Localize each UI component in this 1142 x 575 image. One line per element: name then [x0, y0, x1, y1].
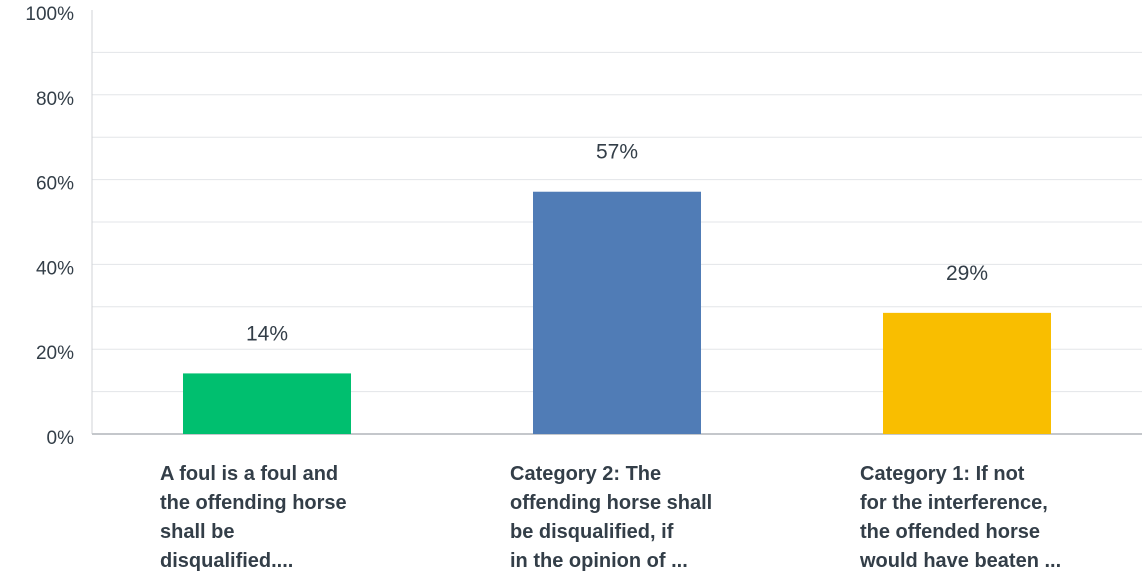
y-tick-label: 60%	[36, 174, 74, 195]
y-tick-label: 0%	[47, 428, 75, 449]
x-axis-labels: A foul is a foul and the offending horse s…	[160, 463, 1061, 572]
bar	[533, 192, 701, 434]
y-axis-ticks: 0% 20% 40% 60% 80% 100%	[25, 4, 74, 449]
x-tick-label: shall be	[160, 521, 234, 543]
x-tick-label: Category 1: If not	[860, 463, 1025, 485]
data-label: 57%	[596, 141, 638, 164]
x-tick-label: Category 2: The	[510, 463, 661, 485]
x-tick-label: be disqualified, if	[510, 521, 674, 543]
x-tick-label: for the interference,	[860, 492, 1048, 514]
bar	[183, 373, 351, 434]
y-tick-label: 20%	[36, 343, 74, 364]
x-tick-label: would have beaten ...	[859, 550, 1061, 572]
x-tick-label: the offended horse	[860, 521, 1040, 543]
x-tick-label: the offending horse	[160, 492, 347, 514]
x-tick-label: in the opinion of ...	[510, 550, 688, 572]
bars	[183, 192, 1051, 434]
data-label: 14%	[246, 322, 288, 345]
x-tick-label: disqualified....	[160, 550, 293, 572]
bar	[883, 313, 1051, 434]
data-label: 29%	[946, 262, 988, 285]
y-tick-label: 100%	[25, 4, 74, 25]
x-tick-label: offending horse shall	[510, 492, 712, 514]
y-tick-label: 40%	[36, 258, 74, 279]
y-tick-label: 80%	[36, 89, 74, 110]
x-tick-label: A foul is a foul and	[160, 463, 338, 485]
